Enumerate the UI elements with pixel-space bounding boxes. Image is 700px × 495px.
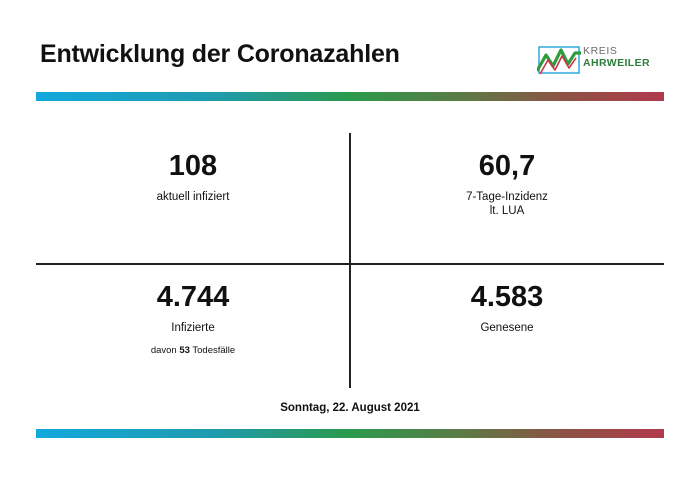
stat-value: 60,7 xyxy=(478,150,536,182)
deaths-suffix: Todesfälle xyxy=(189,345,236,356)
stat-label: Infizierte xyxy=(171,322,215,334)
top-gradient-bar xyxy=(36,92,664,101)
ahrweiler-logo-icon xyxy=(537,46,581,75)
stat-label-line2: lt. LUA xyxy=(489,205,525,217)
deaths-prefix: davon xyxy=(150,345,180,356)
stat-label: 7-Tage-Inzidenz lt. LUA xyxy=(350,190,664,218)
logo-text-ahrweiler: AHRWEILER xyxy=(583,57,650,69)
stat-label-line1: 7-Tage-Inzidenz xyxy=(466,191,548,203)
logo-text-kreis: KREIS xyxy=(583,45,618,57)
stat-label: aktuell infiziert xyxy=(156,191,230,203)
page-title: Entwicklung der Coronazahlen xyxy=(40,40,400,68)
stat-deaths-note: davon 53 Todesfälle xyxy=(36,345,350,357)
stat-total-infected: 4.744 Infizierte davon 53 Todesfälle xyxy=(36,281,350,357)
report-date: Sonntag, 22. August 2021 xyxy=(280,402,420,414)
stat-label: Genesene xyxy=(480,322,534,334)
vertical-divider xyxy=(349,133,351,388)
deaths-count: 53 xyxy=(179,345,190,356)
kreis-ahrweiler-logo: KREIS AHRWEILER xyxy=(537,44,665,76)
stat-value: 4.744 xyxy=(156,281,230,313)
stat-value: 108 xyxy=(168,150,218,182)
stat-value: 4.583 xyxy=(470,281,544,313)
stat-recovered: 4.583 Genesene xyxy=(350,281,664,335)
bottom-gradient-bar xyxy=(36,429,664,438)
horizontal-divider xyxy=(36,263,664,265)
stat-current-infected: 108 aktuell infiziert xyxy=(36,150,350,204)
stat-incidence: 60,7 7-Tage-Inzidenz lt. LUA xyxy=(350,150,664,218)
